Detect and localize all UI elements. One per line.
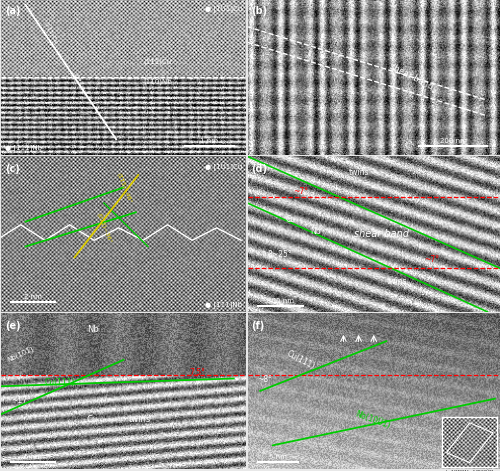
Text: (d): (d): [252, 164, 268, 174]
Text: ● [1̅Ű1̅]Cu: ● [1̅Ű1̅]Cu: [204, 4, 242, 13]
Text: (b): (b): [252, 7, 268, 16]
Text: Cu: Cu: [87, 415, 98, 424]
Text: Nb(10Ű1̅): Nb(10Ű1̅): [354, 409, 391, 430]
Text: 2 nm: 2 nm: [24, 294, 42, 300]
Text: ~7°: ~7°: [424, 255, 440, 264]
Text: twins: twins: [128, 415, 150, 424]
Text: (111̅)Cu: (111̅)Cu: [143, 58, 172, 66]
Text: ~17°: ~17°: [11, 397, 30, 406]
Text: (011̅)~36°: (011̅)~36°: [96, 212, 112, 244]
Text: (a): (a): [5, 7, 20, 16]
Text: ● [111]Nb: ● [111]Nb: [5, 144, 42, 151]
Text: twins: twins: [348, 168, 369, 177]
Text: ● [111]Nb: ● [111]Nb: [205, 301, 242, 308]
Text: (1̅10)Nb: (1̅10)Nb: [143, 79, 172, 86]
Text: Cu(111): Cu(111): [45, 378, 76, 387]
Text: 5 nm: 5 nm: [24, 455, 42, 461]
Text: (c): (c): [5, 164, 20, 174]
Text: 200 nm: 200 nm: [440, 138, 466, 144]
Text: 300 nm: 300 nm: [267, 298, 294, 304]
Text: Cu: Cu: [286, 215, 296, 224]
Text: ~7°: ~7°: [293, 187, 308, 195]
Text: Cu(111): Cu(111): [286, 349, 316, 371]
Text: ~8°: ~8°: [258, 374, 272, 383]
Text: shear band: shear band: [388, 62, 435, 91]
Text: 5 nm: 5 nm: [269, 455, 286, 461]
Text: 1 nm: 1 nm: [200, 138, 218, 144]
Text: Nb(101̅): Nb(101̅): [6, 346, 35, 365]
Text: β~25°: β~25°: [268, 251, 292, 260]
Text: (111̅)Cu: (111̅)Cu: [42, 21, 58, 45]
Text: shear band: shear band: [354, 229, 408, 239]
Text: 7.5°: 7.5°: [190, 368, 206, 377]
Text: (01̅1)Nb: (01̅1)Nb: [72, 72, 88, 97]
Text: Nb: Nb: [87, 325, 99, 334]
Text: (e): (e): [5, 321, 21, 331]
Text: (f): (f): [252, 321, 265, 331]
Text: (1̅1̅1̅)~48°: (1̅1̅1̅)~48°: [115, 172, 132, 204]
Text: twins: twins: [386, 277, 407, 286]
Text: Nb: Nb: [310, 227, 321, 236]
Text: ● [1Ű1]Cu: ● [1Ű1]Cu: [204, 162, 242, 171]
